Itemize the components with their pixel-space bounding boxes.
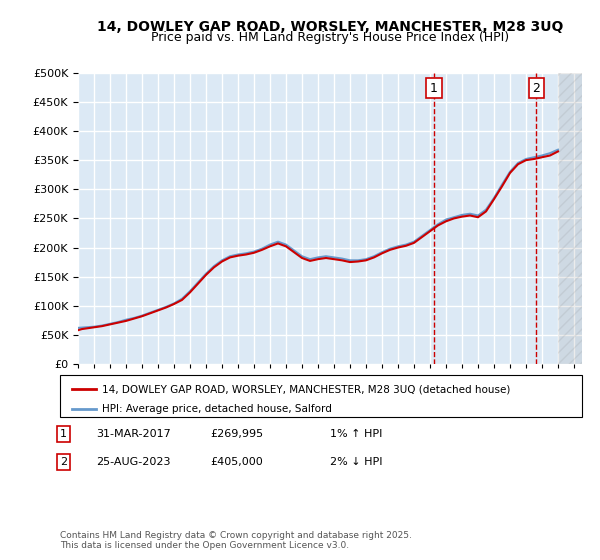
Text: £405,000: £405,000 <box>210 457 263 467</box>
Text: 1: 1 <box>60 429 67 439</box>
Text: 2: 2 <box>532 82 541 95</box>
Text: 14, DOWLEY GAP ROAD, WORSLEY, MANCHESTER, M28 3UQ (detached house): 14, DOWLEY GAP ROAD, WORSLEY, MANCHESTER… <box>102 384 511 394</box>
Text: 2: 2 <box>60 457 67 467</box>
Text: £269,995: £269,995 <box>210 429 263 439</box>
Text: Contains HM Land Registry data © Crown copyright and database right 2025.: Contains HM Land Registry data © Crown c… <box>60 531 412 540</box>
Text: 1: 1 <box>430 82 438 95</box>
Bar <box>558 73 582 364</box>
Text: 1% ↑ HPI: 1% ↑ HPI <box>330 429 382 439</box>
Text: This data is licensed under the Open Government Licence v3.0.: This data is licensed under the Open Gov… <box>60 541 349 550</box>
Text: Price paid vs. HM Land Registry's House Price Index (HPI): Price paid vs. HM Land Registry's House … <box>151 31 509 44</box>
Text: HPI: Average price, detached house, Salford: HPI: Average price, detached house, Salf… <box>102 404 332 414</box>
Text: 14, DOWLEY GAP ROAD, WORSLEY, MANCHESTER, M28 3UQ: 14, DOWLEY GAP ROAD, WORSLEY, MANCHESTER… <box>97 20 563 34</box>
Text: 25-AUG-2023: 25-AUG-2023 <box>96 457 170 467</box>
Text: 2% ↓ HPI: 2% ↓ HPI <box>330 457 383 467</box>
Text: 31-MAR-2017: 31-MAR-2017 <box>96 429 171 439</box>
